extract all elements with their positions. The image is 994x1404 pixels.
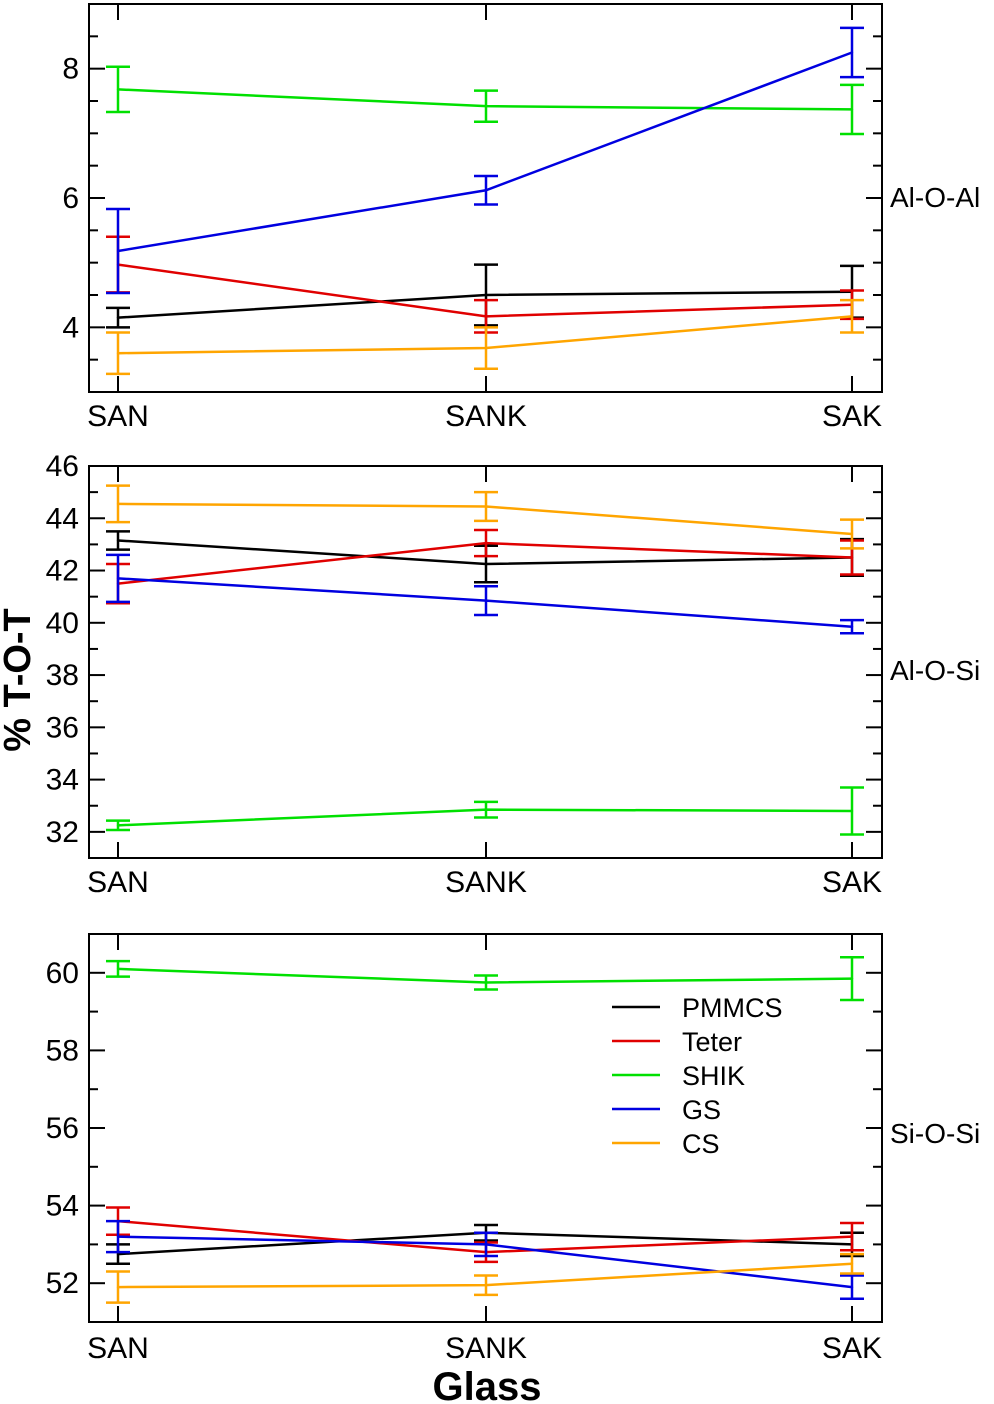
legend-entry-cs: CS — [612, 1129, 720, 1159]
legend: PMMCS Teter SHIK GS CS — [612, 993, 783, 1159]
y-tick-label: 52 — [46, 1267, 79, 1300]
legend-label: SHIK — [682, 1061, 745, 1091]
data-point — [116, 1235, 120, 1238]
data-point — [484, 1283, 488, 1287]
series-gs — [106, 553, 864, 635]
data-point — [484, 981, 488, 984]
y-tick-label: 42 — [46, 555, 79, 588]
y-tick-label: 56 — [46, 1112, 79, 1145]
series-cs — [106, 1252, 864, 1304]
y-tick-label: 60 — [46, 957, 79, 990]
legend-label: GS — [682, 1095, 721, 1125]
series-shik — [106, 786, 864, 836]
data-point — [116, 502, 120, 506]
y-axis-title: % T-O-T — [0, 608, 39, 752]
panel-label: Al-O-Al — [890, 182, 980, 213]
data-point — [116, 577, 120, 580]
data-point — [484, 505, 488, 508]
series-gs — [106, 26, 864, 295]
y-tick-label: 4 — [62, 311, 79, 344]
legend-entry-teter: Teter — [612, 1027, 742, 1057]
panel-al-o-si: 32 34 36 38 40 42 44 46 SAN SANK SAK Al-O-Si — [46, 450, 981, 899]
x-tick-label: SANK — [445, 866, 527, 899]
data-point — [484, 808, 488, 811]
data-point — [116, 1252, 120, 1256]
series-cs — [106, 298, 864, 376]
y-tick-label: 44 — [46, 502, 79, 535]
x-tick-label: SANK — [445, 400, 527, 433]
data-point — [850, 809, 854, 813]
x-tick-label: SAK — [822, 400, 882, 433]
panel-al-o-al: 4 6 8 SAN SANK SAK Al-O-Al — [62, 3, 980, 433]
data-point — [484, 293, 488, 297]
y-tick-label: 54 — [46, 1190, 79, 1223]
data-point — [850, 108, 854, 111]
legend-entry-shik: SHIK — [612, 1061, 745, 1091]
data-point — [116, 824, 120, 827]
data-point — [484, 315, 488, 318]
data-point — [484, 562, 488, 566]
data-point — [116, 249, 120, 253]
data-point — [850, 625, 854, 628]
data-point — [850, 1262, 854, 1266]
legend-entry-gs: GS — [612, 1095, 721, 1125]
x-tick-label: SAK — [822, 1332, 882, 1365]
x-axis-title: Glass — [433, 1365, 542, 1404]
data-point — [850, 51, 854, 54]
y-tick-label: 36 — [46, 711, 79, 744]
y-tick-label: 40 — [46, 607, 79, 640]
y-tick-label: 6 — [62, 182, 79, 215]
legend-label: Teter — [682, 1027, 742, 1057]
legend-label: CS — [682, 1129, 720, 1159]
series-shik — [106, 956, 864, 1002]
data-point — [116, 967, 120, 971]
data-point — [484, 104, 488, 108]
x-tick-label: SAN — [87, 400, 149, 433]
data-point — [484, 541, 488, 545]
y-tick-label: 8 — [62, 53, 79, 86]
legend-entry-pmmcs: PMMCS — [612, 993, 783, 1023]
data-point — [850, 977, 854, 980]
data-point — [850, 1285, 854, 1289]
legend-label: PMMCS — [682, 993, 783, 1023]
x-tick-label: SAN — [87, 1332, 149, 1365]
series-cs — [106, 484, 864, 550]
data-point — [116, 316, 120, 319]
data-point — [116, 88, 120, 91]
panel-label: Si-O-Si — [890, 1118, 980, 1149]
data-point — [850, 532, 854, 536]
data-point — [116, 1285, 120, 1289]
data-point — [116, 352, 120, 355]
x-tick-label: SANK — [445, 1332, 527, 1365]
data-point — [484, 1243, 488, 1246]
series-shik — [106, 65, 864, 136]
data-point — [484, 599, 488, 602]
y-tick-label: 32 — [46, 816, 79, 849]
data-point — [850, 556, 854, 559]
data-point — [116, 539, 120, 542]
data-point — [850, 315, 854, 318]
y-tick-label: 58 — [46, 1034, 79, 1067]
data-point — [484, 346, 488, 350]
data-point — [484, 189, 488, 192]
y-tick-label: 34 — [46, 764, 79, 797]
x-tick-label: SAK — [822, 866, 882, 899]
y-tick-label: 38 — [46, 659, 79, 692]
y-tick-label: 46 — [46, 450, 79, 483]
data-point — [850, 1235, 854, 1238]
x-tick-label: SAN — [87, 866, 149, 899]
panel-si-o-si: 52 54 56 58 60 SAN SANK SAK Si-O-Si — [46, 933, 980, 1365]
series-gs — [106, 1219, 864, 1300]
panel-label: Al-O-Si — [890, 655, 980, 686]
